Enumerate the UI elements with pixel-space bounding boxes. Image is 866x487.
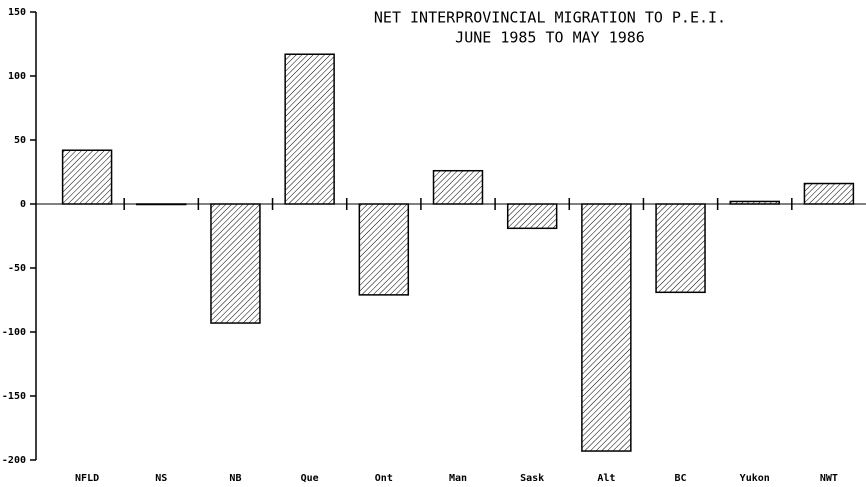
x-tick-label: Alt [597,473,615,484]
chart-subtitle: JUNE 1985 TO MAY 1986 [455,29,645,47]
y-tick-label: -200 [2,455,26,466]
bar [581,203,632,452]
x-tick-label: BC [675,473,687,484]
chart-title: NET INTERPROVINCIAL MIGRATION TO P.E.I. [374,9,726,27]
x-tick-label: Man [449,473,467,484]
x-tick-label: NS [155,473,167,484]
bar [729,200,780,205]
y-tick-label: 150 [8,7,26,18]
bar [803,182,855,205]
y-tick-label: -50 [8,263,26,274]
x-tick-label: NFLD [75,473,99,484]
bar [136,203,187,206]
y-tick-label: 0 [20,199,26,210]
y-tick-label: 50 [14,135,26,146]
bar [358,203,410,296]
y-tick-label: -150 [2,391,26,402]
y-tick-label: 100 [8,71,26,82]
x-tick-label: Sask [520,473,544,484]
x-tick-label: Ont [375,473,393,484]
bar [61,149,113,205]
bar [432,169,484,205]
bar [284,53,335,205]
bar [210,203,261,324]
x-tick-label: NB [229,473,241,484]
y-tick-label: -100 [2,327,26,338]
x-tick-label: Yukon [740,473,770,484]
x-tick-label: Que [301,473,319,484]
bar [655,203,706,294]
x-tick-label: NWT [820,473,838,484]
bar [506,203,558,230]
